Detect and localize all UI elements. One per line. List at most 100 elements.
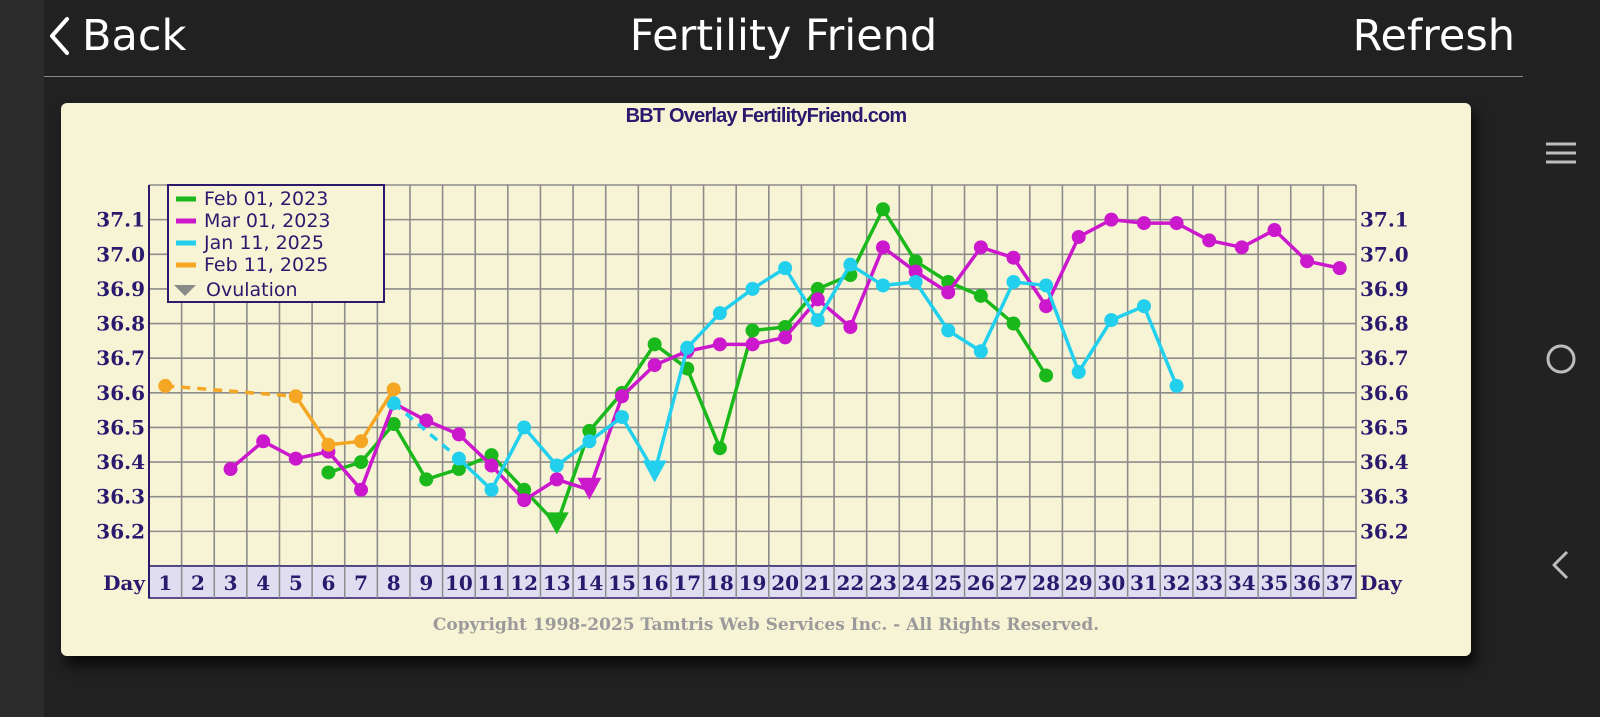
data-point xyxy=(745,281,760,296)
data-point xyxy=(810,313,825,328)
y-tick-label-left: 36.9 xyxy=(96,277,145,301)
data-point xyxy=(1136,216,1151,231)
menu-icon[interactable] xyxy=(1541,133,1581,173)
x-tick-label: 10 xyxy=(445,571,473,595)
y-tick-label-right: 36.3 xyxy=(1360,485,1409,509)
x-tick-label: 15 xyxy=(608,571,636,595)
back-nav-icon[interactable] xyxy=(1541,545,1581,585)
x-tick-label: 13 xyxy=(543,571,571,595)
x-tick-label: 12 xyxy=(510,571,538,595)
data-point xyxy=(451,462,466,477)
chart-axes: 1 2 3 4 5 6 7 8 9 10 11 12 13 14 15 16 17 18 19 20 21 22 23 24 2… xyxy=(96,185,1409,599)
legend-label: Feb 01, 2023 xyxy=(204,188,328,210)
data-point xyxy=(549,458,564,473)
top-bar: Back Fertility Friend Refresh xyxy=(44,0,1523,77)
data-point xyxy=(843,257,858,272)
y-tick-label-right: 36.6 xyxy=(1360,381,1409,405)
y-tick-label-left: 36.4 xyxy=(96,450,145,474)
data-point xyxy=(908,274,923,289)
x-tick-label: 26 xyxy=(967,571,995,595)
data-point xyxy=(908,264,923,279)
data-point xyxy=(712,306,727,321)
data-point xyxy=(973,344,988,359)
data-point xyxy=(973,240,988,255)
data-point xyxy=(941,323,956,338)
y-tick-label-right: 36.4 xyxy=(1360,450,1409,474)
data-point xyxy=(875,240,890,255)
x-tick-label: 36 xyxy=(1293,571,1321,595)
data-point xyxy=(256,434,271,449)
data-point xyxy=(419,472,434,487)
data-point xyxy=(647,358,662,373)
x-tick-label: 14 xyxy=(575,571,603,595)
data-point xyxy=(354,482,369,497)
data-point xyxy=(1136,299,1151,314)
data-point xyxy=(1104,313,1119,328)
series-1 xyxy=(223,212,1347,508)
x-tick-label: 22 xyxy=(836,571,864,595)
x-tick-label: 9 xyxy=(419,571,433,595)
back-label: Back xyxy=(82,11,187,61)
copyright-text: Copyright 1998-2025 Tamtris Web Services… xyxy=(433,615,1099,635)
data-point xyxy=(354,434,369,449)
data-point xyxy=(615,389,630,404)
data-point xyxy=(1332,261,1347,276)
x-tick-label: 3 xyxy=(224,571,238,595)
data-point xyxy=(288,389,303,404)
x-tick-label: 5 xyxy=(289,571,303,595)
data-point xyxy=(875,202,890,217)
y-tick-label-left: 37.1 xyxy=(96,208,145,232)
series-line-dashed xyxy=(165,384,296,399)
chart-title: BBT Overlay FertilityFriend.com xyxy=(626,105,907,127)
x-tick-label: 21 xyxy=(804,571,832,595)
data-point xyxy=(778,330,793,345)
data-point xyxy=(745,337,760,352)
home-icon[interactable] xyxy=(1541,339,1581,379)
data-point xyxy=(386,416,401,431)
data-point xyxy=(321,437,336,452)
refresh-button[interactable]: Refresh xyxy=(1352,11,1515,61)
legend-label: Mar 01, 2023 xyxy=(204,210,331,232)
data-point xyxy=(875,278,890,293)
data-point xyxy=(1039,299,1054,314)
x-tick-label: 11 xyxy=(478,571,506,595)
data-point xyxy=(582,434,597,449)
x-tick-label: 6 xyxy=(321,571,335,595)
ovulation-legend-icon xyxy=(174,285,196,296)
data-point xyxy=(680,340,695,355)
ovulation-marker xyxy=(544,512,569,535)
series-3 xyxy=(158,378,401,452)
data-point xyxy=(843,320,858,335)
y-tick-label-left: 36.5 xyxy=(96,415,145,439)
x-tick-label: 7 xyxy=(354,571,368,595)
back-button[interactable]: Back xyxy=(48,10,186,62)
x-tick-label: 30 xyxy=(1097,571,1125,595)
chevron-left-icon xyxy=(50,17,69,55)
data-point xyxy=(908,254,923,269)
x-tick-label: 1 xyxy=(158,571,172,595)
data-point xyxy=(1104,212,1119,227)
x-tick-label: 32 xyxy=(1163,571,1191,595)
x-axis-label-right: Day xyxy=(1360,571,1403,595)
data-point xyxy=(419,413,434,428)
y-tick-label-left: 36.2 xyxy=(96,519,145,543)
y-tick-label-right: 36.2 xyxy=(1360,519,1409,543)
series-line-dashed xyxy=(392,401,461,460)
data-point xyxy=(288,451,303,466)
data-point xyxy=(484,482,499,497)
y-tick-label-right: 37.1 xyxy=(1360,208,1409,232)
x-tick-label: 27 xyxy=(1000,571,1028,595)
series-0 xyxy=(321,202,1054,535)
data-point xyxy=(1071,229,1086,244)
system-nav-bar xyxy=(1523,0,1600,717)
data-point xyxy=(451,451,466,466)
data-point xyxy=(1234,240,1249,255)
data-point xyxy=(1169,216,1184,231)
x-tick-label: 17 xyxy=(673,571,701,595)
y-tick-label-left: 36.8 xyxy=(96,312,145,336)
x-tick-label: 35 xyxy=(1261,571,1289,595)
data-point xyxy=(1071,365,1086,380)
y-tick-label-right: 36.5 xyxy=(1360,415,1409,439)
data-point xyxy=(484,458,499,473)
